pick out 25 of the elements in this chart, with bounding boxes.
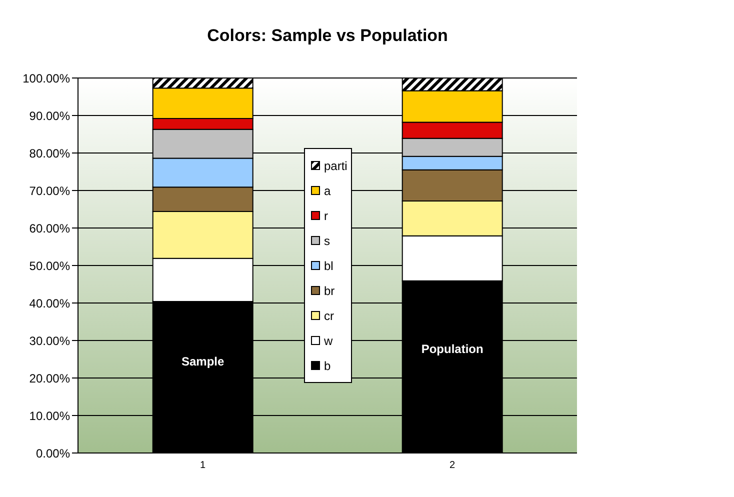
annotation: Sample xyxy=(182,354,225,368)
annotation: Population xyxy=(421,342,484,356)
y-tick-label: 90.00% xyxy=(29,108,70,123)
chart-title: Colors: Sample vs Population xyxy=(206,26,449,46)
y-tick-label: 50.00% xyxy=(29,258,70,273)
y-tick-label: 40.00% xyxy=(29,296,70,310)
y-tick-label: 80.00% xyxy=(29,146,70,160)
legend-label: bl xyxy=(324,258,334,272)
legend-label: w xyxy=(324,334,333,348)
y-tick-label: 10.00% xyxy=(29,408,70,423)
y-tick-label: 100.00% xyxy=(22,71,70,86)
legend-label: r xyxy=(324,208,328,222)
legend-label: br xyxy=(324,284,335,298)
legend-label: s xyxy=(324,234,330,248)
legend-label: cr xyxy=(324,308,334,322)
y-tick-label: 60.00% xyxy=(29,221,70,236)
x-tick-label: 1 xyxy=(200,460,206,472)
legend-label: parti xyxy=(324,158,348,172)
y-tick-label: 0.00% xyxy=(36,446,70,460)
legend-label: b xyxy=(324,358,331,372)
y-tick-label: 20.00% xyxy=(29,371,70,386)
legend-label: a xyxy=(324,184,331,198)
y-tick-label: 30.00% xyxy=(29,334,70,348)
x-tick-label: 2 xyxy=(449,460,456,472)
y-tick-label: 70.00% xyxy=(29,184,70,198)
